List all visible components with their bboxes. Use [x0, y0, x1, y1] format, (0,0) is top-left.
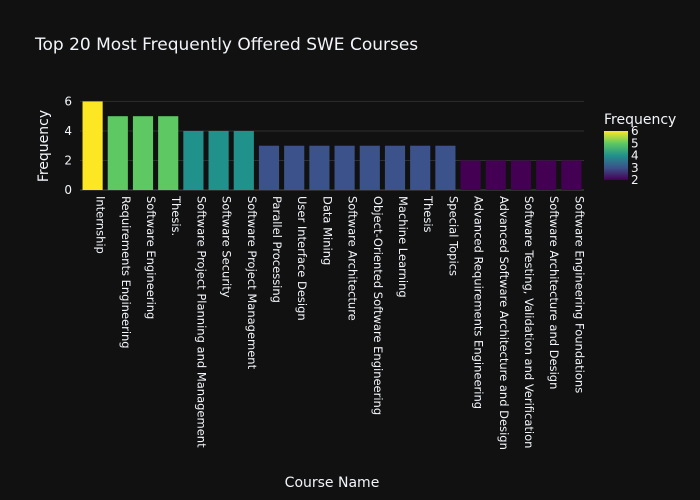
colorbar-tick-label: 6: [631, 124, 639, 138]
x-tick-label: Data Mining: [320, 196, 334, 265]
y-tick-label: 6: [64, 94, 72, 108]
x-tick-label: Software Engineering: [144, 196, 158, 319]
bars: [82, 101, 582, 190]
x-tick-label: Advanced Software Architecture and Desig…: [497, 196, 511, 450]
bar: [510, 160, 532, 190]
bar: [132, 116, 154, 190]
colorbar-tick-label: 3: [631, 161, 639, 175]
x-tick-label: Software Security: [220, 196, 234, 298]
x-tick-label: Software Project Planning and Management: [194, 196, 208, 448]
x-tick-label: Requirements Engineering: [119, 196, 133, 349]
x-tick-label: Software Engineering Foundations: [572, 196, 586, 393]
x-tick-label: Software Testing, Validation and Verific…: [522, 196, 536, 448]
x-tick-label: Thesis.: [169, 195, 183, 236]
colorbar-scale: [604, 131, 628, 180]
y-axis-label: Frequency: [36, 110, 52, 182]
x-tick-label: Machine Learning: [396, 196, 410, 298]
bar: [359, 145, 380, 190]
x-tick-label: Special Topics: [446, 196, 460, 276]
x-axis-label: Course Name: [285, 475, 380, 491]
y-tick-labels: 0 2 4 6: [64, 94, 72, 197]
bar: [309, 145, 330, 190]
bar: [284, 145, 305, 190]
y-tick-label: 0: [64, 183, 72, 197]
bar: [158, 116, 179, 190]
bar: [208, 130, 229, 190]
bar: [82, 101, 103, 190]
bar: [561, 160, 582, 190]
x-tick-label: Software Architecture: [346, 196, 360, 321]
bar: [460, 160, 481, 190]
colorbar-tick-label: 4: [631, 149, 639, 163]
bar: [485, 160, 506, 190]
bar: [233, 130, 254, 190]
x-tick-label: Software Architecture and Design: [547, 196, 561, 389]
bar: [384, 145, 406, 190]
x-tick-label: Advanced Requirements Engineering: [472, 196, 486, 409]
bar: [183, 130, 204, 190]
x-tick-label: Thesis: [421, 195, 435, 233]
y-tick-label: 2: [64, 153, 72, 167]
colorbar-tick-label: 5: [631, 136, 639, 150]
colorbar-tick-label: 2: [631, 173, 639, 187]
x-tick-label: Software Project Management: [245, 196, 259, 370]
bar: [536, 160, 557, 190]
bar: [334, 145, 355, 190]
bar: [435, 145, 456, 190]
bar: [258, 145, 280, 190]
bar: [410, 145, 431, 190]
x-tick-label: Object-Oriented Software Engineering: [371, 196, 385, 415]
x-tick-labels: Internship Requirements Engineering Softwa…: [94, 195, 587, 450]
colorbar-title: Frequency: [604, 112, 676, 128]
x-tick-label: Parallel Processing: [270, 196, 284, 303]
bar: [107, 116, 128, 190]
chart-title: Top 20 Most Frequently Offered SWE Cours…: [34, 35, 418, 55]
x-tick-label: Internship: [94, 196, 108, 254]
x-tick-label: User Interface Design: [295, 196, 309, 321]
y-tick-label: 4: [64, 124, 72, 138]
